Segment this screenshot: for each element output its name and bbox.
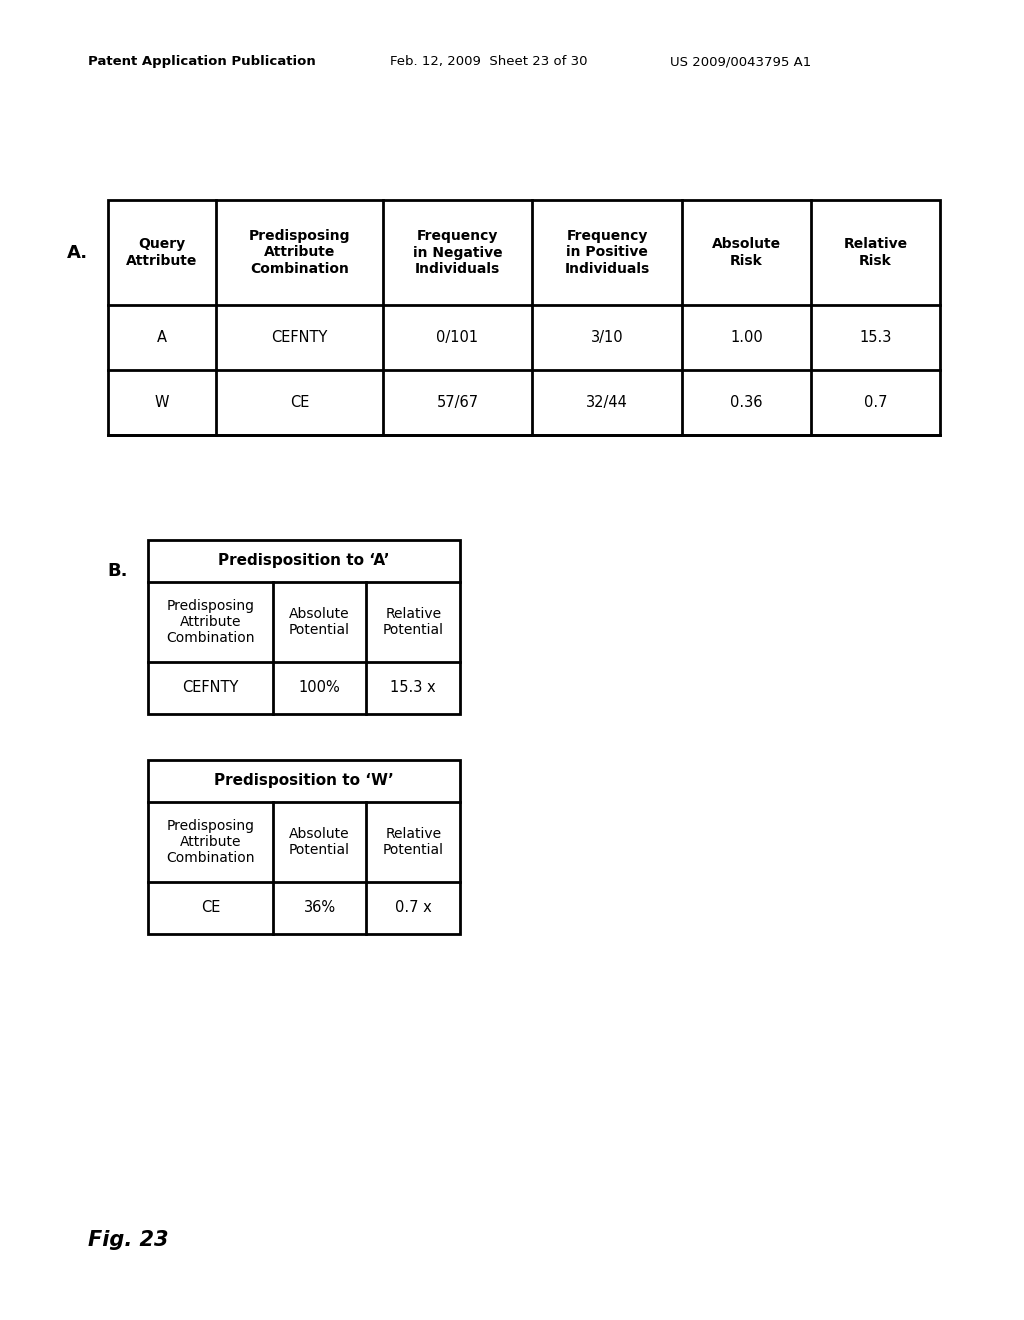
Text: 1.00: 1.00 [730, 330, 763, 345]
Text: Predisposition to ‘W’: Predisposition to ‘W’ [214, 774, 394, 788]
Text: US 2009/0043795 A1: US 2009/0043795 A1 [670, 55, 811, 69]
Text: 100%: 100% [299, 681, 340, 696]
Text: Relative
Risk: Relative Risk [844, 238, 907, 268]
Text: Feb. 12, 2009  Sheet 23 of 30: Feb. 12, 2009 Sheet 23 of 30 [390, 55, 588, 69]
Text: Patent Application Publication: Patent Application Publication [88, 55, 315, 69]
Text: Relative
Potential: Relative Potential [383, 607, 443, 638]
Text: CEFNTY: CEFNTY [271, 330, 328, 345]
Text: 0.7 x: 0.7 x [395, 900, 431, 916]
Text: Frequency
in Positive
Individuals: Frequency in Positive Individuals [564, 230, 650, 276]
Text: CEFNTY: CEFNTY [182, 681, 239, 696]
Text: Relative
Potential: Relative Potential [383, 826, 443, 857]
Text: 0/101: 0/101 [436, 330, 478, 345]
Bar [148, 540, 460, 714]
Text: Absolute
Potential: Absolute Potential [289, 607, 350, 638]
Text: A.: A. [67, 243, 88, 261]
Text: Predisposition to ‘A’: Predisposition to ‘A’ [218, 553, 390, 569]
Text: Absolute
Potential: Absolute Potential [289, 826, 350, 857]
Text: W: W [155, 395, 169, 411]
Text: 0.36: 0.36 [730, 395, 763, 411]
Text: 36%: 36% [303, 900, 336, 916]
Text: B.: B. [108, 562, 128, 579]
Text: Predisposing
Attribute
Combination: Predisposing Attribute Combination [249, 230, 350, 276]
Text: 15.3: 15.3 [859, 330, 892, 345]
Text: CE: CE [290, 395, 309, 411]
Text: 57/67: 57/67 [436, 395, 478, 411]
Text: Absolute
Risk: Absolute Risk [712, 238, 781, 268]
Text: CE: CE [201, 900, 220, 916]
Text: Frequency
in Negative
Individuals: Frequency in Negative Individuals [413, 230, 502, 276]
Text: A: A [157, 330, 167, 345]
Bar [108, 201, 940, 436]
Text: Predisposing
Attribute
Combination: Predisposing Attribute Combination [166, 818, 255, 865]
Text: 0.7: 0.7 [864, 395, 887, 411]
Text: Fig. 23: Fig. 23 [88, 1230, 169, 1250]
Text: Predisposing
Attribute
Combination: Predisposing Attribute Combination [166, 599, 255, 645]
Text: 32/44: 32/44 [587, 395, 628, 411]
Text: 15.3 x: 15.3 x [390, 681, 436, 696]
Bar [148, 760, 460, 935]
Text: 3/10: 3/10 [591, 330, 624, 345]
Text: Query
Attribute: Query Attribute [126, 238, 198, 268]
